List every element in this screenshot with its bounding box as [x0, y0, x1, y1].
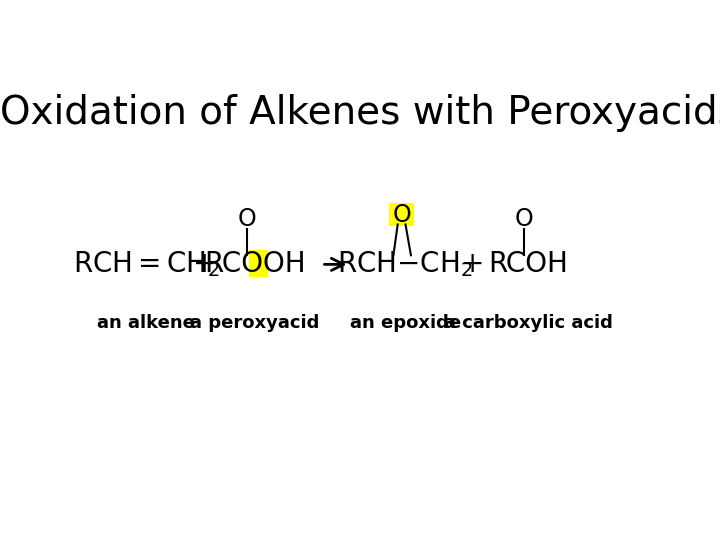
FancyBboxPatch shape [250, 250, 268, 277]
Text: an alkene: an alkene [97, 314, 194, 332]
Text: RCH$\mathregular{=}$CH$_2$: RCH$\mathregular{=}$CH$_2$ [73, 249, 219, 279]
Text: Oxidation of Alkenes with Peroxyacids: Oxidation of Alkenes with Peroxyacids [0, 94, 720, 132]
Text: O: O [237, 207, 256, 232]
Text: +: + [193, 251, 216, 279]
FancyBboxPatch shape [389, 203, 415, 226]
Text: RCH$-$CH$_2$: RCH$-$CH$_2$ [338, 249, 473, 279]
Text: RCOOH: RCOOH [204, 251, 305, 279]
Text: +: + [461, 251, 484, 279]
Text: O: O [392, 204, 411, 227]
Text: a peroxyacid: a peroxyacid [190, 314, 319, 332]
Text: a carboxylic acid: a carboxylic acid [444, 314, 613, 332]
Text: O: O [515, 207, 534, 232]
Text: an epoxide: an epoxide [350, 314, 461, 332]
Text: RCOH: RCOH [488, 251, 568, 279]
